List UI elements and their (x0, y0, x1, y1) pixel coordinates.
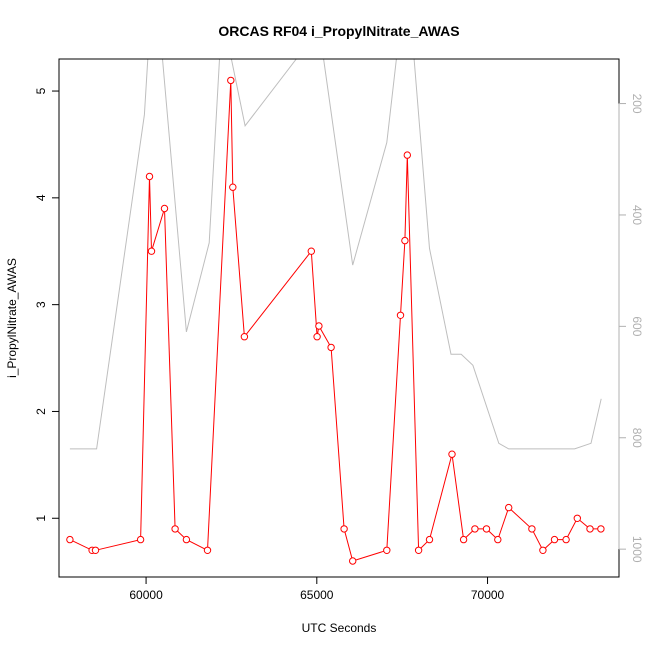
data-point (414, 546, 423, 554)
data-point (459, 535, 468, 544)
x-axis-label: UTC Seconds (302, 621, 377, 635)
data-point (66, 535, 74, 544)
secondary-series (69, 58, 602, 450)
data-point (539, 546, 547, 554)
data-point (147, 247, 156, 255)
y2-tick-label: 200 (630, 94, 644, 114)
data-point (227, 76, 235, 85)
data-point (401, 236, 409, 245)
data-point (586, 525, 594, 533)
data-point (448, 450, 456, 458)
data-point (403, 151, 411, 159)
data-point (383, 546, 391, 554)
x-tick-label: 70000 (471, 588, 505, 602)
y-axis-label: i_PropylNitrate_AWAS (5, 258, 19, 378)
data-point (396, 311, 405, 319)
y-tick-label: 3 (34, 301, 48, 308)
x-tick-label: 65000 (300, 588, 334, 602)
plot-frame (58, 58, 620, 578)
data-point (505, 503, 513, 512)
data-point (91, 546, 100, 554)
data-point (349, 557, 357, 565)
series-line (69, 80, 601, 562)
data-point (182, 535, 191, 544)
data-point (136, 535, 145, 544)
y2-tick-label: 1000 (630, 536, 644, 563)
y2-tick-label: 800 (630, 428, 644, 448)
data-point (315, 322, 323, 330)
data-point (528, 525, 536, 533)
data-point (171, 525, 179, 533)
data-point (313, 333, 321, 341)
primary-series (66, 76, 605, 565)
data-point (327, 343, 335, 352)
chart-title: ORCAS RF04 i_PropylNitrate_AWAS (218, 23, 459, 39)
x-axis: 60000 65000 70000 (129, 576, 505, 602)
x-tick-label: 60000 (129, 588, 163, 602)
data-point (340, 525, 348, 533)
data-point (307, 247, 315, 255)
y-tick-label: 1 (34, 515, 48, 522)
y-tick-label: 5 (34, 87, 48, 94)
data-point (482, 525, 491, 533)
secondary-series-line (69, 58, 602, 450)
y-tick-label: 2 (34, 408, 48, 415)
data-point (562, 535, 570, 544)
data-point (550, 535, 559, 544)
y2-tick-label: 400 (630, 205, 644, 225)
data-point (425, 535, 434, 544)
data-point (203, 546, 212, 554)
y-tick-label: 4 (34, 194, 48, 201)
data-point (145, 172, 154, 181)
y2-tick-label: 600 (630, 316, 644, 336)
data-point (471, 525, 479, 533)
y-axis-right: 200 400 600 800 1000 (618, 94, 644, 563)
data-point (229, 183, 237, 191)
y-axis: 1 2 3 4 5 (34, 87, 60, 522)
data-point (494, 535, 502, 544)
data-point (573, 514, 581, 522)
data-point (597, 525, 605, 533)
data-point (240, 333, 249, 341)
data-point (160, 204, 169, 213)
